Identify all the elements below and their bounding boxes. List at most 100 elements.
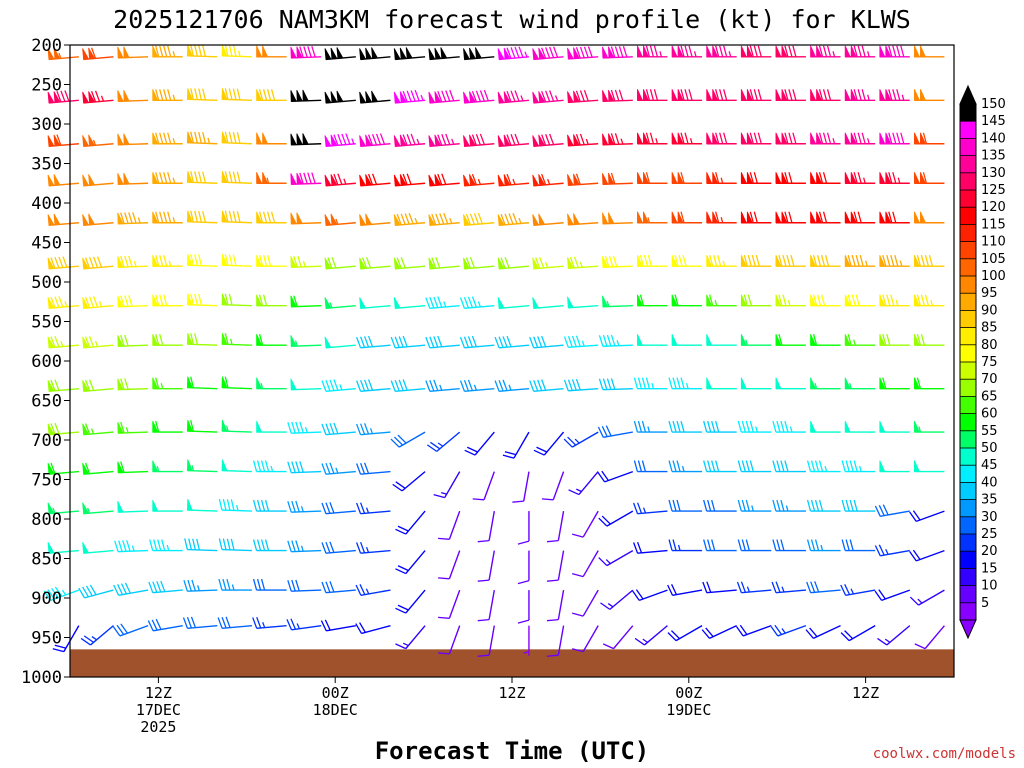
barb-half	[304, 426, 308, 433]
barb-full	[634, 637, 645, 646]
barb-full	[163, 132, 168, 144]
barb-full	[636, 541, 643, 554]
barb-full	[598, 378, 604, 390]
barb-full	[260, 499, 266, 512]
barb-full	[228, 88, 233, 100]
colorbar-label: 100	[981, 269, 1006, 284]
barb-full	[311, 45, 316, 58]
barb-flag	[302, 133, 309, 145]
barb-half	[160, 382, 164, 389]
wind-barb	[218, 498, 252, 512]
barb-full	[194, 293, 198, 306]
wind-barb	[425, 379, 460, 392]
barb-full	[639, 294, 645, 306]
barb-half	[90, 428, 95, 435]
barb-flag	[152, 45, 159, 58]
barb-flag	[256, 255, 263, 267]
barb-flag	[879, 172, 886, 184]
barb-full	[92, 256, 99, 268]
barb-full	[429, 379, 435, 392]
barb-full	[155, 618, 162, 630]
barb-full	[602, 643, 614, 650]
barb-full	[723, 45, 728, 58]
barb-full	[190, 254, 194, 266]
barb-staff	[119, 624, 149, 637]
barb-full	[477, 618, 490, 622]
barb-flag	[256, 172, 263, 184]
barb-flag	[816, 89, 823, 101]
barb-flag	[365, 91, 373, 103]
barb-full	[120, 295, 125, 307]
barb-full	[645, 172, 651, 184]
barb-full	[684, 132, 689, 144]
wind-barb	[775, 45, 806, 58]
barb-full	[784, 45, 789, 58]
wind-barb	[810, 172, 841, 184]
y-tick-label: 450	[31, 234, 62, 254]
barb-flag	[440, 47, 448, 59]
barb-full	[805, 629, 814, 639]
barb-full	[84, 336, 91, 348]
barb-full	[182, 617, 189, 629]
barb-full	[892, 45, 897, 58]
barb-full	[226, 499, 231, 511]
barb-flag	[781, 132, 788, 145]
wind-barb	[602, 625, 634, 650]
barb-half	[850, 588, 855, 595]
barb-full	[896, 89, 901, 101]
barb-flag	[914, 377, 921, 390]
wind-barb	[775, 255, 806, 267]
barb-full	[124, 295, 129, 307]
barb-half	[172, 94, 176, 101]
barb-full	[674, 294, 679, 306]
barb-full	[441, 173, 447, 185]
barb-full	[475, 90, 481, 102]
barb-full	[190, 131, 194, 144]
barb-full	[614, 89, 620, 101]
barb-flag	[740, 89, 747, 101]
barb-full	[510, 47, 516, 59]
wind-barb	[600, 589, 634, 610]
wind-barb	[497, 212, 530, 227]
barb-staff	[464, 305, 495, 310]
wind-barb	[256, 89, 287, 102]
barb-flag	[82, 297, 90, 309]
barb-flag	[810, 89, 817, 101]
barb-full	[778, 334, 783, 346]
wind-barb	[740, 211, 772, 224]
wind-barb	[286, 618, 322, 631]
barb-full	[84, 462, 91, 474]
wind-barb	[287, 579, 322, 592]
barb-full	[397, 525, 409, 532]
barb-full	[541, 134, 547, 146]
barb-full	[262, 211, 268, 223]
wind-barb	[47, 134, 79, 148]
barb-flag	[463, 48, 471, 60]
barb-full	[545, 47, 551, 59]
barb-full	[668, 539, 673, 551]
wind-barb	[218, 578, 252, 591]
barb-full	[645, 377, 651, 389]
barb-staff	[291, 431, 322, 434]
barb-half	[329, 302, 333, 309]
barb-flag	[602, 173, 609, 185]
barb-full	[847, 334, 852, 346]
barb-full	[226, 538, 231, 550]
wind-barb	[186, 171, 218, 184]
barb-full	[190, 333, 194, 345]
barb-full	[814, 539, 820, 551]
barb-flag	[463, 257, 471, 270]
wind-barb	[737, 460, 772, 473]
barb-full	[667, 584, 674, 596]
wind-barb	[841, 499, 876, 512]
barb-flag	[82, 257, 90, 270]
wind-barb	[152, 255, 183, 267]
barb-full	[857, 211, 862, 223]
wind-barb	[117, 133, 149, 146]
wind-barb	[359, 47, 391, 61]
barb-staff	[448, 589, 461, 619]
barb-flag	[775, 172, 782, 184]
barb-full	[355, 623, 363, 634]
barb-staff	[582, 625, 599, 652]
barb-staff	[924, 625, 945, 650]
